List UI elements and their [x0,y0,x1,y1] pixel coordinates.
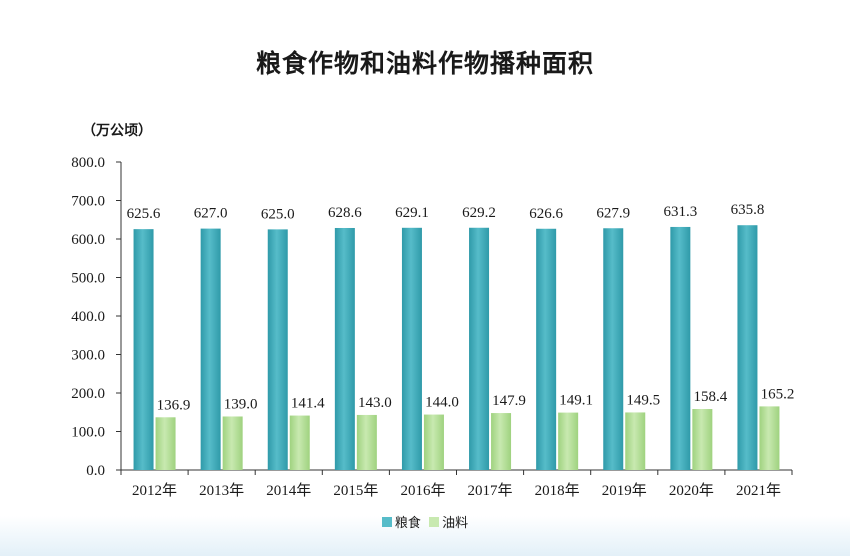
legend-item-grain: 粮食 [381,512,421,531]
bar-oil [222,416,243,470]
y-tick-label: 100.0 [71,425,105,441]
data-label-grain: 626.6 [529,206,563,222]
data-label-grain: 631.3 [663,204,697,220]
bar-oil [759,406,780,470]
x-tick-label: 2017年 [468,482,513,499]
x-tick-label: 2013年 [199,482,244,499]
data-label-oil: 141.4 [291,396,325,412]
bar-oil [558,412,579,470]
bar-grain [469,227,490,470]
data-label-grain: 629.1 [395,205,429,221]
legend-label-grain: 粮食 [394,516,421,531]
data-label-grain: 627.0 [194,206,228,222]
unit-label: （万公顷） [82,123,152,139]
y-tick-label: 500.0 [71,271,105,287]
data-label-grain: 627.9 [596,205,630,221]
y-tick-label: 200.0 [71,386,105,402]
data-label-oil: 143.0 [358,395,392,411]
bar-grain [267,229,288,470]
x-tick-label: 2015年 [333,482,378,499]
bar-oil [692,409,713,470]
y-tick-label: 400.0 [71,309,105,325]
data-label-oil: 144.0 [425,395,459,411]
x-tick-label: 2016年 [400,482,445,499]
x-tick-label: 2020年 [669,482,714,499]
bar-grain [536,228,557,470]
bar-oil [289,415,310,470]
x-tick-label: 2012年 [132,482,177,499]
bar-grain [401,227,422,470]
bar-oil [356,414,377,470]
y-tick-label: 600.0 [71,232,105,248]
data-label-oil: 147.9 [492,393,526,409]
bar-grain [670,226,691,470]
data-label-grain: 635.8 [731,202,765,218]
chart-title: 粮食作物和油料作物播种面积 [255,49,594,78]
data-label-oil: 149.1 [559,393,593,409]
bar-grain [200,228,221,470]
data-label-grain: 625.0 [261,206,295,222]
decorative-background-wave [0,516,850,556]
x-tick-label: 2014年 [266,482,311,499]
legend: 粮食 油料 [0,512,850,531]
data-label-grain: 625.6 [127,206,161,222]
bar-oil [423,414,444,470]
x-tick-label: 2021年 [736,482,781,499]
data-label-oil: 165.2 [761,386,795,402]
data-label-grain: 628.6 [328,205,362,221]
x-tick-label: 2018年 [535,482,580,499]
bar-grain [737,225,758,470]
legend-label-oil: 油料 [442,516,469,531]
legend-item-oil: 油料 [429,512,468,531]
y-tick-label: 800.0 [71,155,105,171]
bar-oil [155,417,176,470]
y-tick-label: 0.0 [86,463,105,479]
bar-oil [625,412,646,470]
legend-swatch-grain [381,516,392,527]
y-tick-label: 700.0 [71,194,105,210]
data-label-oil: 136.9 [157,397,191,413]
data-label-oil: 158.4 [693,389,727,405]
bar-grain [133,229,154,470]
legend-swatch-oil [429,516,440,527]
bar-grain [334,227,355,470]
data-label-grain: 629.2 [462,205,496,221]
y-tick-label: 300.0 [71,348,105,364]
bar-grain [603,228,624,470]
data-label-oil: 149.5 [626,392,660,408]
data-label-oil: 139.0 [224,396,258,412]
bar-oil [491,413,512,470]
x-tick-label: 2019年 [602,482,647,499]
